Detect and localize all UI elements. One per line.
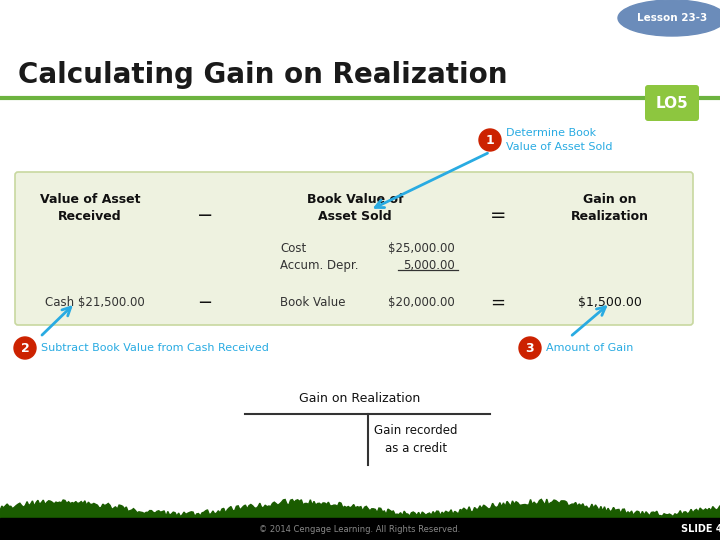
- Text: Book Value: Book Value: [280, 296, 346, 309]
- Text: Determine Book
Value of Asset Sold: Determine Book Value of Asset Sold: [506, 129, 613, 152]
- Text: 5,000.00: 5,000.00: [403, 259, 455, 272]
- Text: Value of Asset
Received: Value of Asset Received: [40, 193, 140, 223]
- Text: Calculating Gain on Realization: Calculating Gain on Realization: [18, 61, 508, 89]
- Text: $20,000.00: $20,000.00: [388, 296, 455, 309]
- FancyBboxPatch shape: [645, 85, 699, 121]
- Text: Subtract Book Value from Cash Received: Subtract Book Value from Cash Received: [41, 343, 269, 353]
- Text: Gain on
Realization: Gain on Realization: [571, 193, 649, 223]
- Text: 3: 3: [526, 341, 534, 354]
- Text: $1,500.00: $1,500.00: [578, 296, 642, 309]
- Text: 2: 2: [21, 341, 30, 354]
- Polygon shape: [0, 499, 720, 518]
- Text: Amount of Gain: Amount of Gain: [546, 343, 634, 353]
- Text: −: −: [197, 206, 213, 226]
- Bar: [0, 518, 720, 540]
- Text: LO5: LO5: [656, 96, 688, 111]
- Text: Gain recorded
as a credit: Gain recorded as a credit: [374, 424, 457, 456]
- Text: 1: 1: [485, 133, 495, 146]
- Text: Accum. Depr.: Accum. Depr.: [280, 259, 359, 272]
- Ellipse shape: [618, 0, 720, 36]
- Text: Cash $21,500.00: Cash $21,500.00: [45, 296, 145, 309]
- Text: SLIDE 4: SLIDE 4: [681, 524, 720, 534]
- Circle shape: [519, 337, 541, 359]
- Text: Book Value of
Asset Sold: Book Value of Asset Sold: [307, 193, 403, 223]
- Text: Cost: Cost: [280, 241, 306, 254]
- Text: $25,000.00: $25,000.00: [388, 241, 455, 254]
- Circle shape: [479, 129, 501, 151]
- Text: =: =: [490, 294, 505, 312]
- FancyBboxPatch shape: [15, 172, 693, 325]
- Text: −: −: [197, 294, 212, 312]
- Text: © 2014 Cengage Learning. All Rights Reserved.: © 2014 Cengage Learning. All Rights Rese…: [259, 524, 461, 534]
- Text: Lesson 23-3: Lesson 23-3: [637, 13, 707, 23]
- Circle shape: [14, 337, 36, 359]
- Text: Gain on Realization: Gain on Realization: [300, 392, 420, 404]
- Text: =: =: [490, 206, 506, 226]
